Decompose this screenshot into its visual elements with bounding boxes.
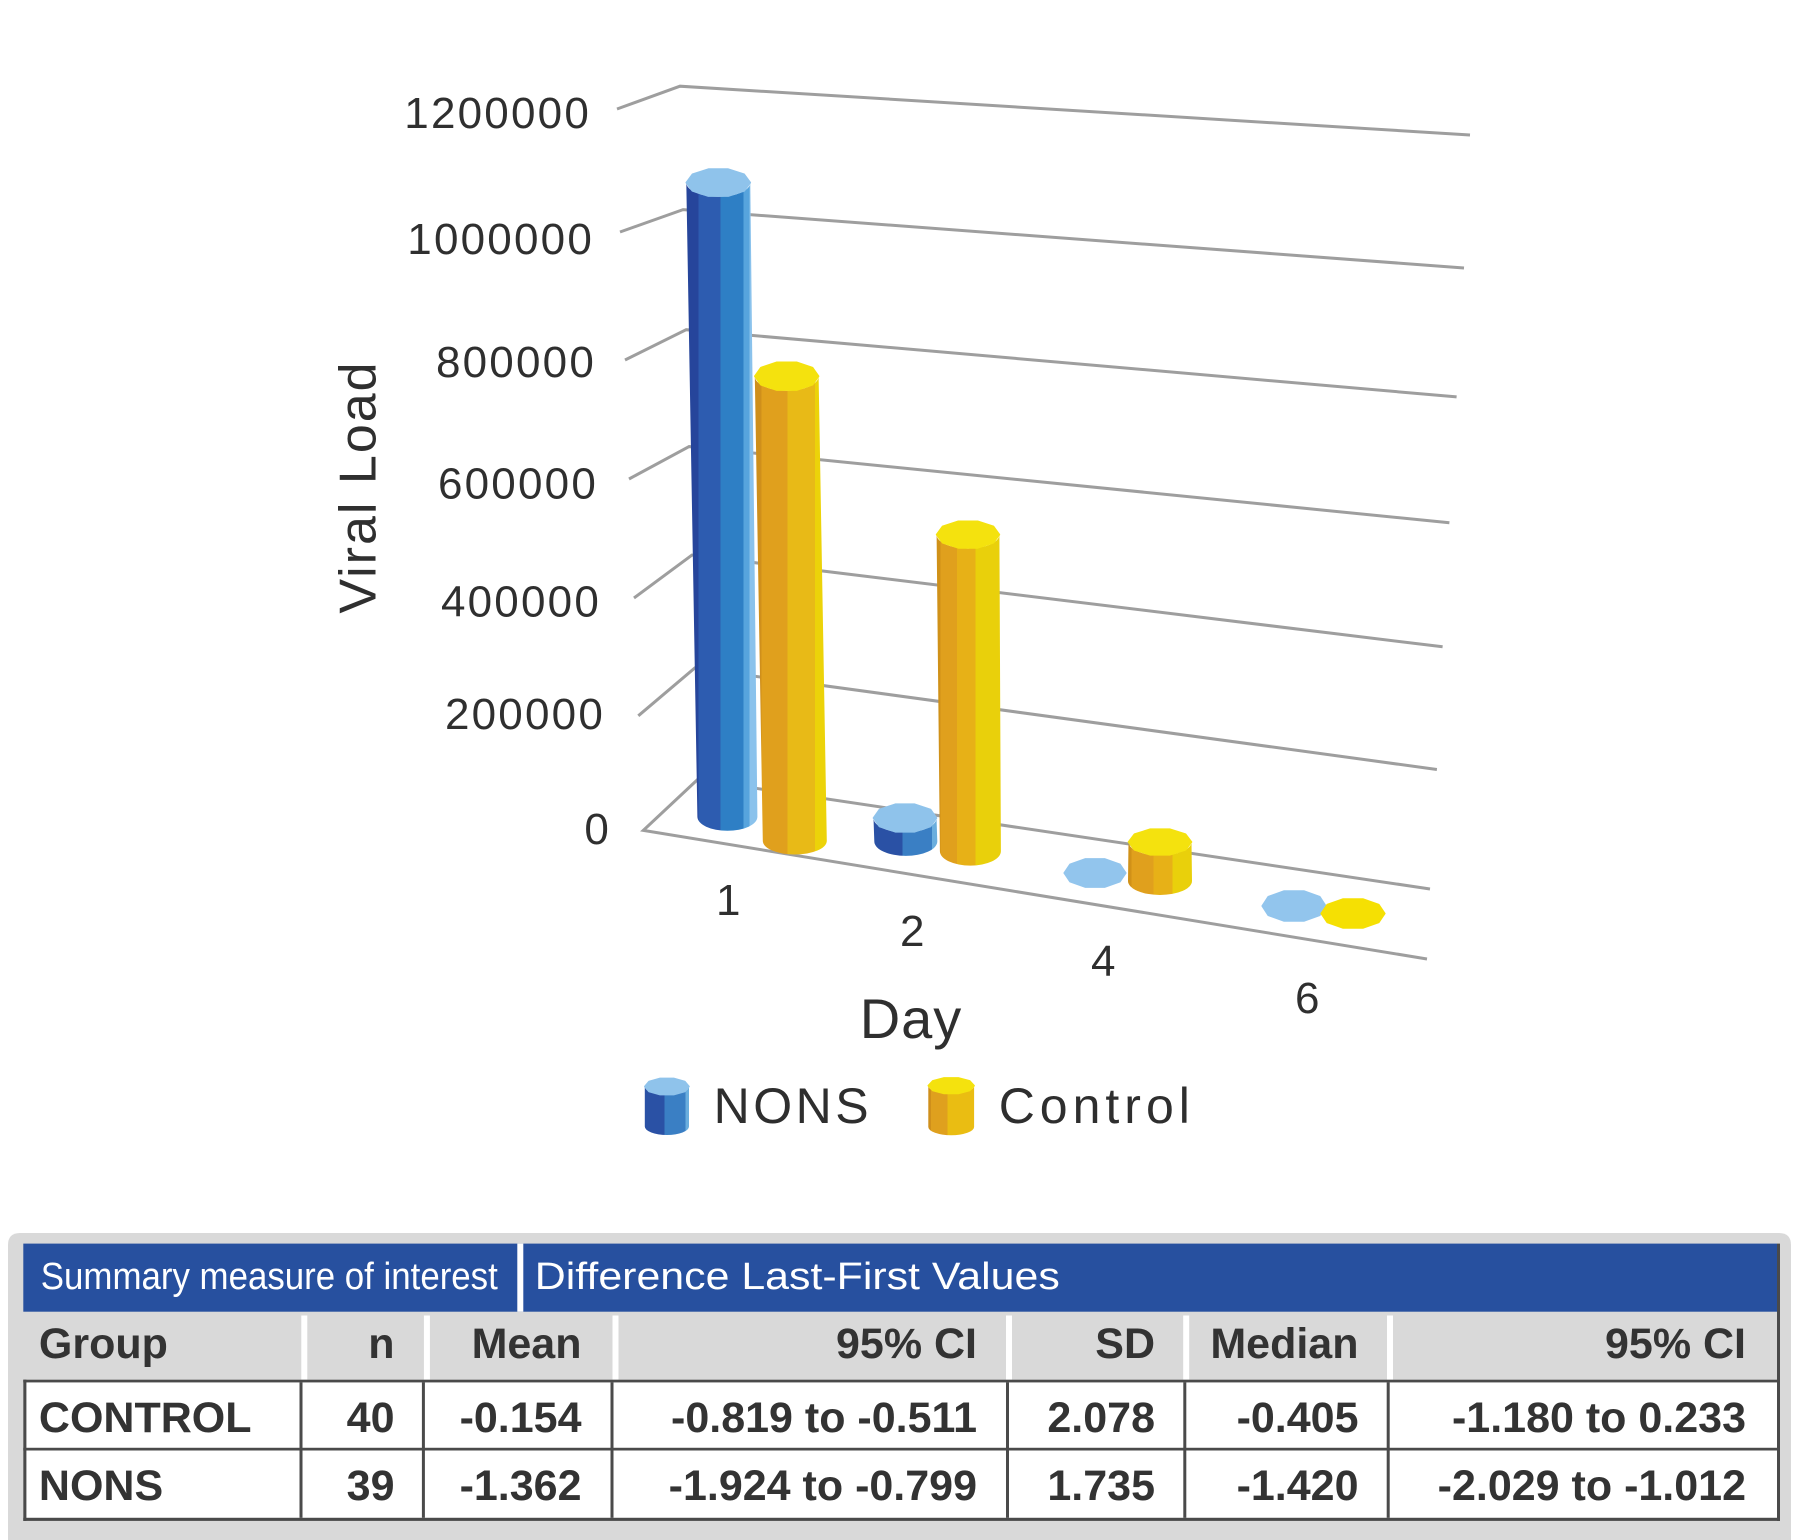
svg-text:-2.029 to -1.012: -2.029 to -1.012 [1438, 1462, 1746, 1510]
svg-text:1200000: 1200000 [404, 89, 591, 138]
svg-text:2: 2 [900, 907, 926, 956]
svg-text:-1.180 to 0.233: -1.180 to 0.233 [1452, 1394, 1746, 1442]
svg-text:1.735: 1.735 [1047, 1462, 1155, 1510]
svg-text:1000000: 1000000 [407, 215, 594, 264]
svg-text:Group: Group [39, 1320, 168, 1368]
svg-text:CONTROL: CONTROL [39, 1394, 252, 1442]
svg-text:39: 39 [347, 1462, 395, 1510]
svg-text:-0.819 to -0.511: -0.819 to -0.511 [671, 1394, 977, 1442]
svg-text:Viral Load: Viral Load [330, 360, 388, 613]
svg-text:95% CI: 95% CI [836, 1320, 977, 1368]
svg-text:Difference Last-First Values: Difference Last-First Values [535, 1256, 1060, 1298]
svg-text:NONS: NONS [39, 1462, 163, 1510]
svg-text:95% CI: 95% CI [1605, 1320, 1746, 1368]
svg-text:-1.420: -1.420 [1237, 1462, 1359, 1510]
svg-text:n: n [368, 1320, 394, 1368]
svg-text:200000: 200000 [445, 690, 605, 739]
svg-text:2.078: 2.078 [1047, 1394, 1155, 1442]
svg-text:SD: SD [1095, 1320, 1155, 1368]
svg-text:-1.924 to -0.799: -1.924 to -0.799 [669, 1462, 977, 1510]
svg-text:600000: 600000 [438, 460, 598, 509]
svg-text:6: 6 [1295, 974, 1321, 1023]
svg-text:NONS: NONS [714, 1078, 872, 1134]
svg-text:0: 0 [584, 805, 611, 854]
svg-text:Mean: Mean [472, 1320, 582, 1368]
svg-text:-0.405: -0.405 [1237, 1394, 1359, 1442]
svg-text:4: 4 [1091, 937, 1117, 986]
svg-text:Summary measure of interest: Summary measure of interest [41, 1256, 498, 1298]
svg-text:400000: 400000 [441, 578, 601, 627]
svg-text:800000: 800000 [436, 338, 596, 387]
svg-text:40: 40 [347, 1394, 395, 1442]
svg-text:1: 1 [716, 876, 742, 925]
svg-text:-0.154: -0.154 [460, 1394, 582, 1442]
svg-text:Day: Day [860, 987, 963, 1050]
svg-text:-1.362: -1.362 [460, 1462, 582, 1510]
svg-text:Median: Median [1210, 1320, 1358, 1368]
svg-text:Control: Control [999, 1078, 1195, 1134]
